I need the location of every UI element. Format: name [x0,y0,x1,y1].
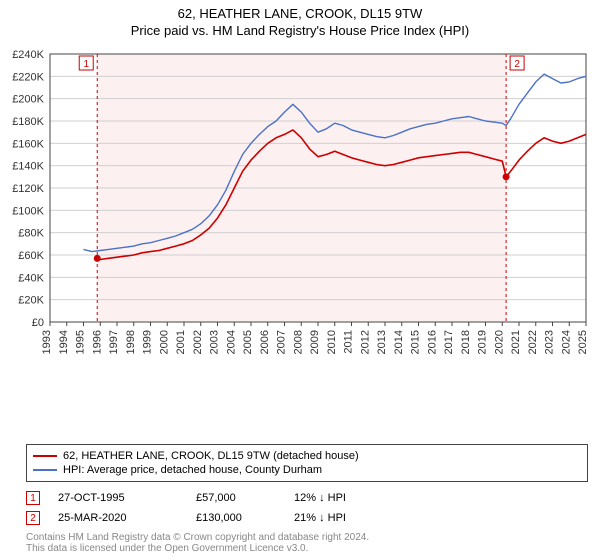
svg-text:2006: 2006 [259,330,271,354]
sale-marker-2: 2 [26,511,40,525]
sale-date: 25-MAR-2020 [58,512,178,524]
svg-text:£200K: £200K [12,94,44,106]
svg-text:2014: 2014 [393,330,405,354]
footer: 62, HEATHER LANE, CROOK, DL15 9TW (detac… [26,444,588,554]
svg-text:1: 1 [83,59,89,70]
legend-label-property: 62, HEATHER LANE, CROOK, DL15 9TW (detac… [63,450,359,462]
svg-text:£140K: £140K [12,161,44,173]
svg-text:£120K: £120K [12,183,44,195]
svg-text:2017: 2017 [443,330,455,354]
sale-price: £57,000 [196,492,276,504]
sale-marker-1: 1 [26,491,40,505]
svg-text:2023: 2023 [544,330,556,354]
svg-text:£220K: £220K [12,71,44,83]
sale-row: 2 25-MAR-2020 £130,000 21% ↓ HPI [26,508,588,528]
svg-text:2021: 2021 [510,330,522,354]
svg-text:2010: 2010 [326,330,338,354]
svg-text:2009: 2009 [309,330,321,354]
legend-label-hpi: HPI: Average price, detached house, Coun… [63,464,322,476]
svg-text:2007: 2007 [276,330,288,354]
svg-text:£20K: £20K [18,295,44,307]
svg-text:£180K: £180K [12,116,44,128]
svg-text:2011: 2011 [343,330,355,354]
price-chart: £0 £20K £40K £60K £80K £100K £120K £140K £160K £1… [0,46,600,376]
svg-text:2000: 2000 [158,330,170,354]
svg-text:2024: 2024 [560,330,572,354]
svg-text:1995: 1995 [75,330,87,354]
svg-text:2004: 2004 [225,330,237,354]
sale-row: 1 27-OCT-1995 £57,000 12% ↓ HPI [26,488,588,508]
sale-compare-hpi: 12% ↓ HPI [294,492,394,504]
svg-text:2022: 2022 [527,330,539,354]
svg-text:2003: 2003 [209,330,221,354]
svg-text:£0: £0 [32,317,44,329]
svg-text:1993: 1993 [41,330,53,354]
svg-text:£100K: £100K [12,205,44,217]
svg-text:2013: 2013 [376,330,388,354]
page-title: 62, HEATHER LANE, CROOK, DL15 9TW [0,0,600,21]
svg-text:2015: 2015 [410,330,422,354]
svg-text:2012: 2012 [359,330,371,354]
copyright: Contains HM Land Registry data © Crown c… [26,532,588,554]
sale-compare-hpi: 21% ↓ HPI [294,512,394,524]
svg-text:2008: 2008 [292,330,304,354]
legend-row-property: 62, HEATHER LANE, CROOK, DL15 9TW (detac… [33,449,581,463]
legend-swatch-property [33,455,57,457]
svg-text:£80K: £80K [18,228,44,240]
svg-text:1998: 1998 [125,330,137,354]
svg-text:2025: 2025 [577,330,589,354]
svg-text:2002: 2002 [192,330,204,354]
svg-text:2020: 2020 [493,330,505,354]
svg-text:1996: 1996 [91,330,103,354]
copyright-line-2: This data is licensed under the Open Gov… [26,543,588,554]
svg-text:1999: 1999 [142,330,154,354]
legend-row-hpi: HPI: Average price, detached house, Coun… [33,463,581,477]
page-subtitle: Price paid vs. HM Land Registry's House … [0,21,600,38]
svg-text:2005: 2005 [242,330,254,354]
svg-text:1994: 1994 [58,330,70,354]
svg-text:2019: 2019 [477,330,489,354]
sales-table: 1 27-OCT-1995 £57,000 12% ↓ HPI 2 25-MAR-2020… [26,488,588,528]
svg-text:£160K: £160K [12,138,44,150]
svg-text:2018: 2018 [460,330,472,354]
copyright-line-1: Contains HM Land Registry data © Crown c… [26,532,588,543]
svg-text:1997: 1997 [108,330,120,354]
sale-price: £130,000 [196,512,276,524]
svg-text:2: 2 [514,59,520,70]
chart-container: £0 £20K £40K £60K £80K £100K £120K £140K £160K £1… [0,46,600,381]
legend: 62, HEATHER LANE, CROOK, DL15 9TW (detac… [26,444,588,482]
svg-text:£60K: £60K [18,250,44,262]
svg-text:£240K: £240K [12,49,44,61]
svg-text:2001: 2001 [175,330,187,354]
svg-text:2016: 2016 [426,330,438,354]
legend-swatch-hpi [33,469,57,471]
sale-date: 27-OCT-1995 [58,492,178,504]
svg-text:£40K: £40K [18,272,44,284]
